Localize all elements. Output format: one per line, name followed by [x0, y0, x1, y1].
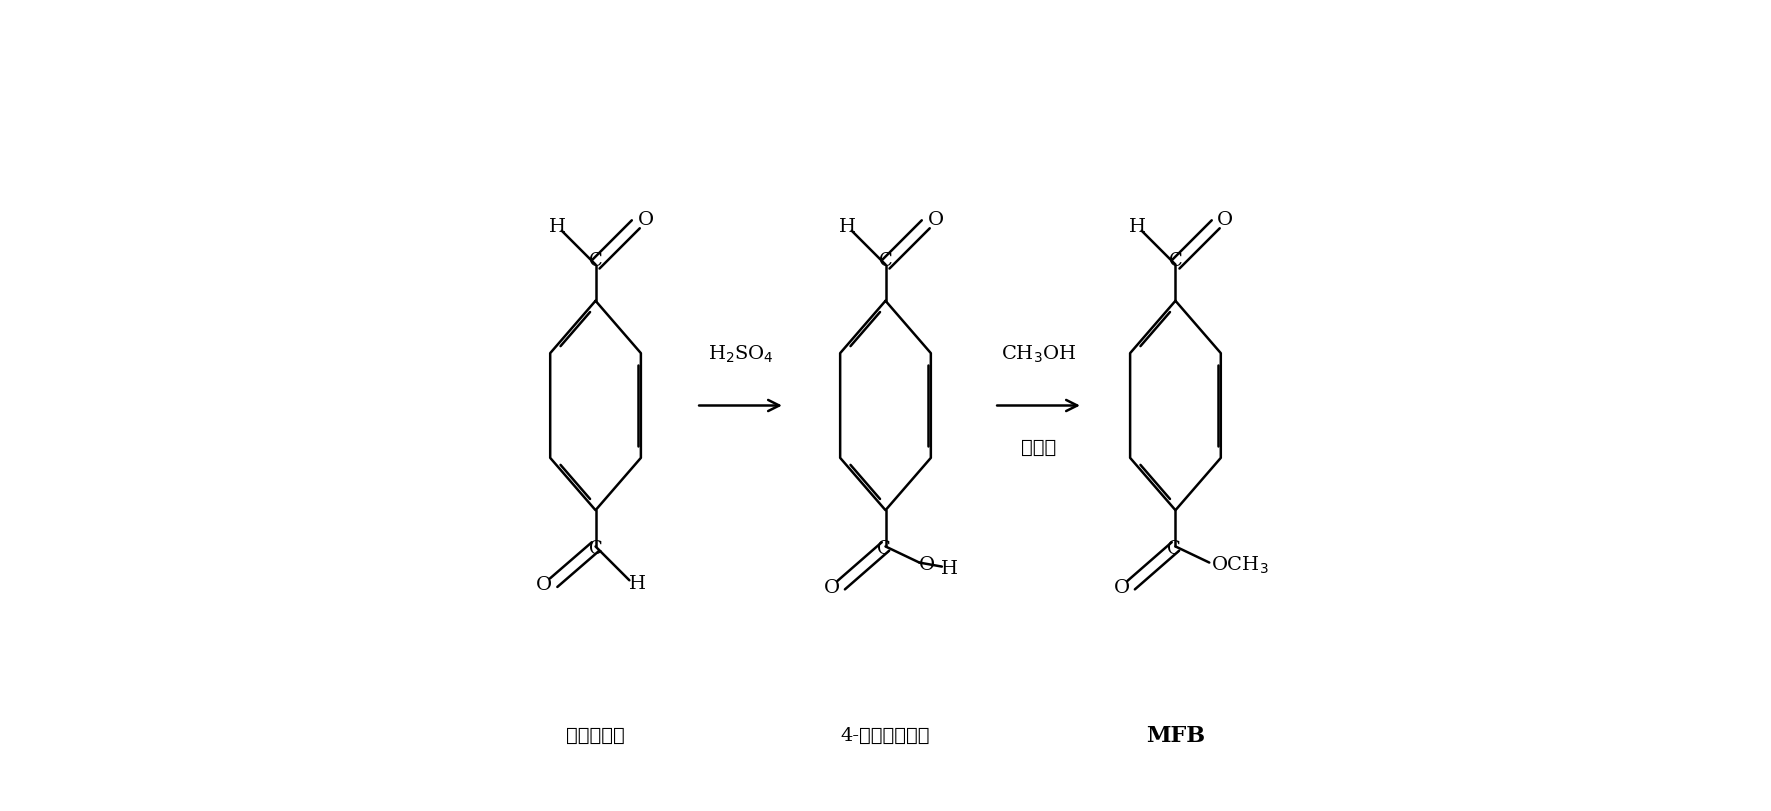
Text: C: C	[1167, 540, 1181, 558]
Text: O: O	[1114, 578, 1130, 597]
Text: 对苯二甲醉: 对苯二甲醉	[567, 727, 625, 744]
Text: H: H	[839, 217, 855, 236]
Text: OCH$_3$: OCH$_3$	[1211, 555, 1268, 576]
Text: H: H	[942, 560, 958, 578]
Text: H: H	[549, 217, 567, 236]
Text: MFB: MFB	[1146, 725, 1204, 747]
Text: C: C	[877, 540, 891, 558]
Text: H$_2$SO$_4$: H$_2$SO$_4$	[708, 344, 774, 365]
Text: CH$_3$OH: CH$_3$OH	[1001, 344, 1077, 365]
Text: O: O	[928, 211, 944, 230]
Text: C: C	[588, 540, 602, 558]
Text: C: C	[1169, 251, 1183, 269]
Text: O: O	[1217, 211, 1233, 230]
Text: C: C	[878, 251, 893, 269]
Text: H: H	[629, 575, 646, 594]
Text: 4-甲酰基苯甲酸: 4-甲酰基苯甲酸	[841, 727, 930, 744]
Text: 催化剑: 催化剑	[1020, 438, 1056, 457]
Text: O: O	[638, 211, 653, 230]
Text: H: H	[1130, 217, 1146, 236]
Text: O: O	[537, 576, 553, 594]
Text: O: O	[919, 556, 935, 574]
Text: C: C	[588, 251, 602, 269]
Text: O: O	[824, 578, 839, 597]
